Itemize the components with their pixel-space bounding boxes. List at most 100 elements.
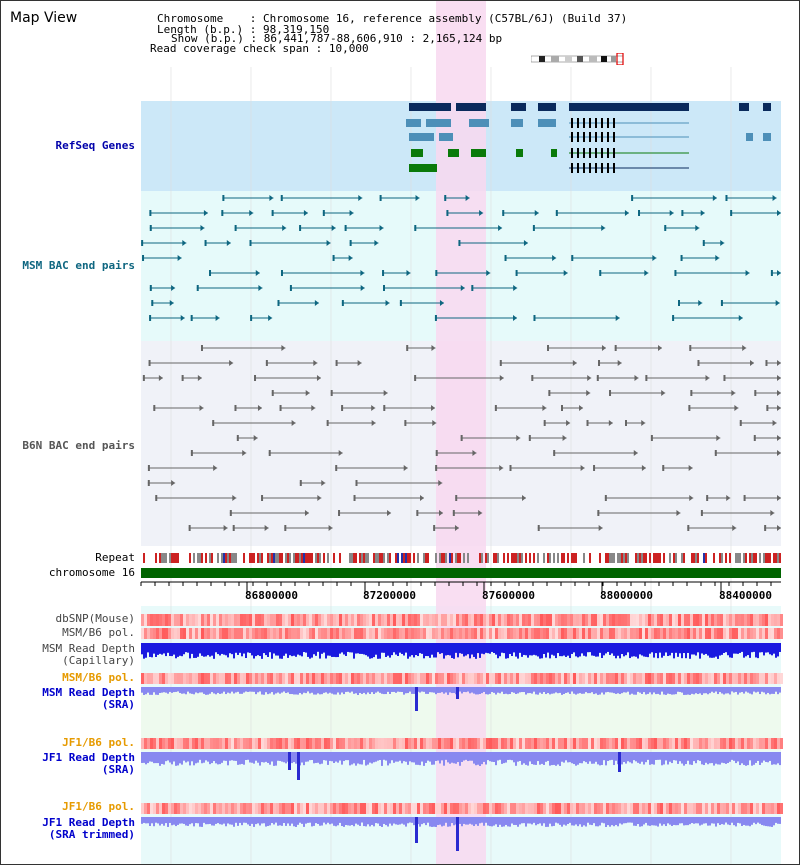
dbsnp-heat (606, 614, 609, 626)
b6n-bac-pair-end (499, 375, 504, 381)
jf1-depth-trimmed (413, 817, 415, 826)
msm-depth-sra (419, 687, 421, 693)
msm-depth-capillary (583, 643, 585, 656)
repeat-block (663, 553, 665, 563)
gene-exon-tick (595, 132, 597, 142)
jf1-depth-sra (575, 752, 577, 766)
repeat-block (359, 553, 361, 563)
jf1-depth-trimmed (459, 817, 461, 824)
msm-b6-pol-heat (243, 628, 246, 639)
msm-b6-pol-sra-heat (489, 673, 492, 684)
jf1-depth-sra (191, 752, 193, 762)
chromosome-ideogram[interactable] (531, 53, 631, 65)
jf1-depth-trimmed (741, 817, 743, 826)
jf1-depth-sra (765, 752, 767, 762)
msm-depth-sra (257, 687, 259, 693)
b6n-bac-pair-end (754, 390, 757, 396)
msm-b6-pol-sra-heat (771, 673, 774, 684)
jf1-b6-pol-trim-heat (297, 803, 300, 814)
msm-bac-pair-end (725, 195, 728, 201)
jf1-b6-pol-heat (183, 738, 186, 749)
jf1-depth-sra (571, 752, 573, 764)
jf1-depth-trimmed (443, 817, 445, 826)
jf1-depth-sra (307, 752, 309, 762)
repeat-block (373, 553, 375, 563)
msm-b6-pol-sra-heat (348, 673, 351, 684)
msm-bac-pair-end (269, 195, 274, 201)
jf1-b6-pol-heat (708, 738, 711, 749)
b6n-bac-pair-end (265, 360, 268, 366)
b6n-bac-pair-end (739, 420, 742, 426)
msm-b6-pol-sra-heat (393, 673, 396, 684)
jf1-depth-trimmed (153, 817, 155, 827)
msm-depth-sra (199, 687, 201, 693)
dbsnp-heat (267, 614, 270, 626)
jf1-depth-trimmed (655, 817, 657, 826)
repeat-block (381, 553, 383, 563)
jf1-b6-pol-trim-heat (258, 803, 261, 814)
msm-depth-capillary (475, 643, 477, 659)
jf1-b6-pol-heat (408, 738, 411, 749)
label-jf1-b6-pol-trimmed: JF1/B6 pol. (62, 800, 135, 813)
b6n-bac-pair-end (253, 435, 258, 441)
msm-depth-capillary (441, 643, 443, 654)
msm-bac-pair-end (399, 300, 402, 306)
msm-b6-pol-sra-heat (339, 673, 342, 684)
repeat-block (189, 553, 191, 563)
b6n-bac-pair-end (199, 405, 204, 411)
jf1-depth-trimmed (207, 817, 209, 825)
repeat-block (297, 553, 299, 563)
jf1-b6-pol-trim-heat (627, 803, 630, 814)
jf1-depth-sra (159, 752, 161, 766)
jf1-b6-pol-heat (249, 738, 252, 749)
msm-b6-pol-heat (306, 628, 309, 639)
dbsnp-heat (141, 614, 144, 626)
repeat-block (413, 553, 415, 563)
jf1-depth-trimmed (727, 817, 729, 825)
jf1-b6-pol-heat (639, 738, 642, 749)
jf1-b6-pol-trim-heat (582, 803, 585, 814)
repeat-block (669, 553, 671, 563)
gene-exon-tick (601, 118, 603, 128)
dbsnp-heat (342, 614, 345, 626)
msm-depth-capillary (729, 643, 731, 658)
jf1-b6-pol-heat (678, 738, 681, 749)
jf1-depth-sra (277, 752, 279, 761)
msm-depth-capillary (661, 643, 663, 658)
jf1-depth-trimmed (257, 817, 259, 824)
jf1-depth-sra (551, 752, 553, 766)
jf1-depth-sra (553, 752, 555, 765)
jf1-depth-sra (397, 752, 399, 762)
dbsnp-heat (435, 614, 438, 626)
jf1-depth-sra (747, 752, 749, 766)
jf1-b6-pol-heat (456, 738, 459, 749)
msm-depth-capillary (657, 643, 659, 659)
b6n-bac-pair-end (753, 435, 756, 441)
repeat-block (459, 553, 461, 563)
msm-b6-pol-sra-heat (171, 673, 174, 684)
dbsnp-heat (213, 614, 216, 626)
msm-depth-sra (221, 687, 223, 694)
msm-depth-sra (581, 687, 583, 694)
msm-b6-pol-heat (432, 628, 435, 639)
jf1-b6-pol-trim-heat (432, 803, 435, 814)
jf1-depth-sra (285, 752, 287, 764)
jf1-b6-pol-trim-heat (168, 803, 171, 814)
jf1-depth-sra (721, 752, 723, 763)
msm-b6-pol-sra-heat (465, 673, 468, 684)
b6n-bac-pair-end (460, 435, 463, 441)
msm-depth-capillary (151, 643, 153, 658)
msm-depth-sra (289, 687, 291, 695)
msm-depth-capillary (269, 643, 271, 653)
jf1-b6-pol-trim-heat (324, 803, 327, 814)
jf1-b6-pol-heat (525, 738, 528, 749)
msm-depth-sra (323, 687, 325, 693)
msm-depth-sra (525, 687, 527, 695)
jf1-depth-trimmed (393, 817, 395, 824)
msm-depth-capillary (307, 643, 309, 657)
jf1-depth-sra (597, 752, 599, 765)
jf1-b6-pol-trim-heat (633, 803, 636, 814)
b6n-bac-pair-end (261, 495, 264, 501)
repeat-block (467, 553, 469, 563)
